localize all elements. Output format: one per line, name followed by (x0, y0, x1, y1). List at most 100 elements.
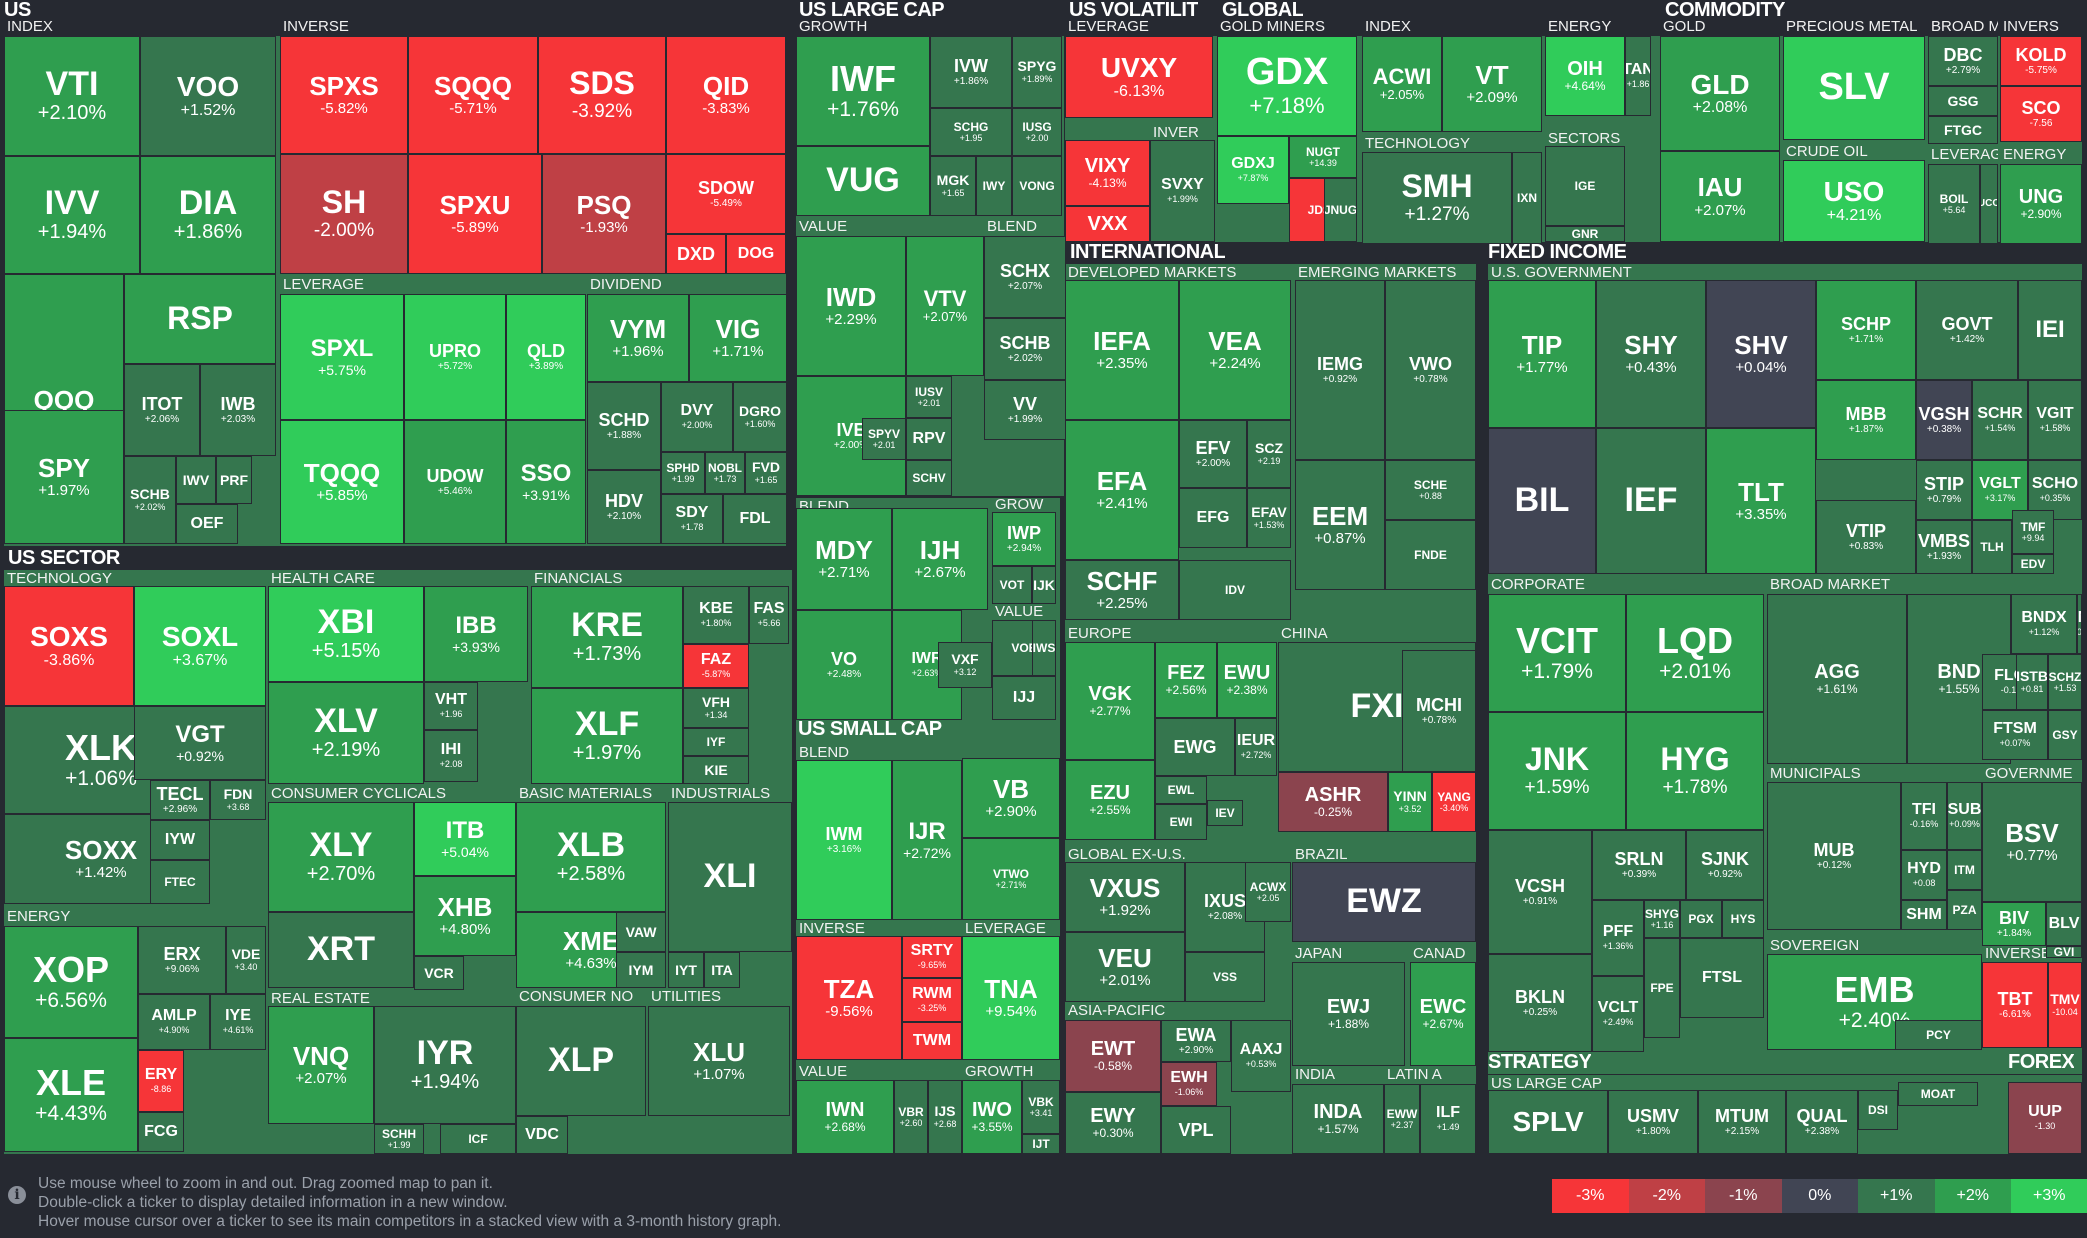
ticker-tile-ige[interactable]: IGE (1545, 146, 1625, 226)
ticker-tile-spxu[interactable]: SPXU -5.89% (408, 154, 542, 274)
ticker-tile-vcsh[interactable]: VCSH +0.91% (1488, 830, 1592, 954)
ticker-tile-uco[interactable]: UCO (1980, 164, 1998, 244)
ticker-tile-vxus[interactable]: VXUS +1.92% (1065, 862, 1185, 932)
ticker-tile-spyg[interactable]: SPYG +1.89% (1012, 36, 1062, 108)
ticker-tile-oih[interactable]: OIH +4.64% (1545, 36, 1625, 116)
ticker-tile-aaxj[interactable]: AAXJ +0.53% (1231, 1020, 1291, 1092)
ticker-tile-ivv[interactable]: IVV +1.94% (4, 156, 140, 274)
ticker-tile-schx[interactable]: SCHX +2.07% (984, 236, 1066, 318)
ticker-tile-dxd[interactable]: DXD (666, 234, 726, 274)
ticker-tile-srln[interactable]: SRLN +0.39% (1592, 830, 1686, 900)
ticker-tile-iwy[interactable]: IWY (976, 156, 1012, 216)
ticker-tile-sdy[interactable]: SDY +1.78 (661, 494, 723, 544)
ticker-tile-ashr[interactable]: ASHR -0.25% (1278, 772, 1388, 832)
ticker-tile-bsv[interactable]: BSV +0.77% (1982, 782, 2082, 902)
ticker-tile-mchi[interactable]: MCHI +0.78% (1402, 650, 1476, 772)
ticker-tile-ive[interactable]: IVE +2.00% (796, 376, 906, 496)
ticker-tile-sub[interactable]: SUB +0.09% (1947, 782, 1982, 850)
ticker-tile-ief[interactable]: IEF (1596, 428, 1706, 574)
ticker-tile-uso[interactable]: USO +4.21% (1783, 160, 1925, 242)
ticker-tile-dog[interactable]: DOG (726, 234, 786, 274)
ticker-tile-schz[interactable]: SCHZ +1.53 (2048, 654, 2082, 710)
ticker-tile-mub[interactable]: MUB +0.12% (1767, 782, 1901, 930)
ticker-tile-shm[interactable]: SHM (1901, 900, 1947, 930)
ticker-tile-gsy[interactable]: GSY (2048, 710, 2082, 760)
ticker-tile-prf[interactable]: PRF (216, 456, 252, 504)
ticker-tile-xop[interactable]: XOP +6.56% (4, 926, 138, 1038)
ticker-tile-vbr[interactable]: VBR +2.60 (894, 1080, 928, 1154)
ticker-tile-iwd[interactable]: IWD +2.29% (796, 236, 906, 376)
ticker-tile-psq[interactable]: PSQ -1.93% (542, 154, 666, 274)
ticker-tile-ewh[interactable]: EWH -1.06% (1161, 1062, 1217, 1106)
ticker-tile-nobl[interactable]: NOBL +1.73 (705, 452, 745, 494)
ticker-tile-amlp[interactable]: AMLP +4.90% (138, 994, 210, 1050)
ticker-tile-vot[interactable]: VOT (992, 566, 1032, 604)
ticker-tile-scz[interactable]: SCZ +2.19 (1247, 420, 1291, 488)
ticker-tile-iwo[interactable]: IWO +3.55% (962, 1080, 1022, 1154)
ticker-tile-vht[interactable]: VHT +1.96 (424, 682, 478, 730)
ticker-tile-istb[interactable]: ISTB +0.81 (2016, 654, 2048, 710)
ticker-tile-faz[interactable]: FAZ -5.87% (683, 644, 749, 688)
ticker-tile-vo[interactable]: VO +2.48% (796, 610, 892, 720)
ticker-tile-efav[interactable]: EFAV +1.53% (1247, 488, 1291, 548)
ticker-tile-ijj[interactable]: IJJ (992, 676, 1056, 720)
ticker-tile-mgk[interactable]: MGK +1.65 (930, 156, 976, 216)
ticker-tile-vpl[interactable]: VPL (1161, 1106, 1231, 1154)
ticker-tile-ivw[interactable]: IVW +1.86% (930, 36, 1012, 108)
ticker-tile-iau[interactable]: IAU +2.07% (1660, 151, 1780, 242)
ticker-tile-gnr[interactable]: GNR (1545, 226, 1625, 242)
ticker-tile-ita[interactable]: ITA (704, 952, 740, 988)
ticker-tile-ihi[interactable]: IHI +2.08 (424, 730, 478, 782)
ticker-tile-biv[interactable]: BIV +1.84% (1982, 902, 2046, 946)
ticker-tile-vtwo[interactable]: VTWO +2.71% (962, 838, 1060, 920)
ticker-tile-lqd[interactable]: LQD +2.01% (1626, 594, 1764, 712)
ticker-tile-iusv[interactable]: IUSV +2.01 (906, 376, 952, 418)
ticker-tile-gld[interactable]: GLD +2.08% (1660, 36, 1780, 151)
ticker-tile-udow[interactable]: UDOW +5.46% (404, 420, 506, 544)
ticker-tile-schv[interactable]: SCHV (906, 460, 952, 496)
ticker-tile-pff[interactable]: PFF +1.36% (1592, 900, 1644, 976)
ticker-tile-sqqq[interactable]: SQQQ -5.71% (408, 36, 538, 154)
ticker-tile-oef[interactable]: OEF (176, 504, 238, 544)
ticker-tile-sso[interactable]: SSO +3.91% (506, 420, 586, 544)
ticker-tile-scho[interactable]: SCHO +0.35% (2028, 460, 2082, 520)
ticker-tile-efv[interactable]: EFV +2.00% (1179, 420, 1247, 488)
ticker-tile-iev[interactable]: IEV (1207, 800, 1243, 826)
ticker-tile-ieur[interactable]: IEUR +2.72% (1235, 718, 1277, 776)
ticker-tile-sphd[interactable]: SPHD +1.99 (661, 452, 705, 494)
ticker-tile-tfi[interactable]: TFI -0.16% (1901, 782, 1947, 850)
ticker-tile-bil[interactable]: BIL (1488, 428, 1596, 574)
ticker-tile-dia[interactable]: DIA +1.86% (140, 156, 276, 274)
ticker-tile-inda[interactable]: INDA +1.57% (1292, 1084, 1384, 1154)
ticker-tile-ftec[interactable]: FTEC (150, 860, 210, 904)
ticker-tile-sds[interactable]: SDS -3.92% (538, 36, 666, 154)
ticker-tile-mdy[interactable]: MDY +2.71% (796, 508, 892, 610)
ticker-tile-iwp[interactable]: IWP +2.94% (992, 512, 1056, 566)
ticker-tile-vt[interactable]: VT +2.09% (1442, 36, 1542, 132)
ticker-tile-vug[interactable]: VUG (796, 146, 930, 216)
ticker-tile-fcg[interactable]: FCG (138, 1112, 184, 1152)
ticker-tile-qld[interactable]: QLD +3.89% (506, 294, 586, 420)
ticker-tile-schh[interactable]: SCHH +1.99 (374, 1124, 424, 1154)
ticker-tile-splv[interactable]: SPLV (1488, 1090, 1608, 1154)
ticker-tile-hyg[interactable]: HYG +1.78% (1626, 712, 1764, 830)
ticker-tile-xlb[interactable]: XLB +2.58% (516, 802, 666, 912)
ticker-tile-eem[interactable]: EEM +0.87% (1295, 460, 1385, 590)
ticker-tile-tna[interactable]: TNA +9.54% (962, 936, 1060, 1060)
ticker-tile-qid[interactable]: QID -3.83% (666, 36, 786, 154)
ticker-tile-vgit[interactable]: VGIT +1.58% (2028, 380, 2082, 460)
ticker-tile-iei[interactable]: IEI (2018, 280, 2082, 380)
ticker-tile-ilf[interactable]: ILF +1.49 (1420, 1084, 1476, 1154)
ticker-tile-iyw[interactable]: IYW (150, 820, 210, 860)
ticker-tile-tza[interactable]: TZA -9.56% (796, 936, 902, 1060)
ticker-tile-upro[interactable]: UPRO +5.72% (404, 294, 506, 420)
ticker-tile-ewy[interactable]: EWY +0.30% (1065, 1092, 1161, 1154)
ticker-tile-ijk[interactable]: IJK (1032, 566, 1056, 604)
ticker-tile-xlf[interactable]: XLF +1.97% (531, 688, 683, 784)
ticker-tile-rsp[interactable]: RSP (124, 274, 276, 364)
ticker-tile-xbi[interactable]: XBI +5.15% (268, 586, 424, 682)
ticker-tile-vfh[interactable]: VFH +1.34 (683, 688, 749, 728)
ticker-tile-vclt[interactable]: VCLT +2.49% (1592, 976, 1644, 1052)
ticker-tile-schb[interactable]: SCHB +2.02% (984, 318, 1066, 380)
ticker-tile-iyr[interactable]: IYR +1.94% (374, 1006, 516, 1124)
